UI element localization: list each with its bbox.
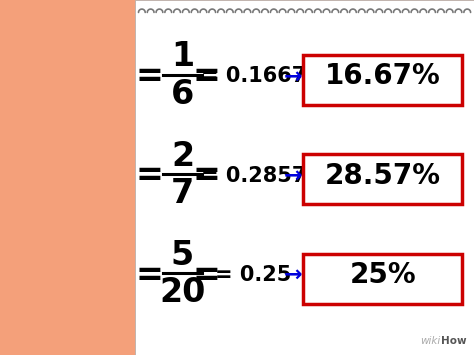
Text: 28.57%: 28.57% — [325, 162, 441, 190]
Text: =: = — [136, 159, 163, 192]
Text: 2: 2 — [171, 140, 194, 173]
Text: =: = — [192, 159, 220, 192]
Text: =: = — [136, 60, 163, 93]
Text: 6: 6 — [171, 78, 194, 110]
Text: →: → — [283, 265, 302, 285]
Text: =: = — [136, 259, 163, 291]
Text: How: How — [441, 336, 467, 346]
FancyBboxPatch shape — [303, 55, 462, 105]
Text: 25%: 25% — [349, 261, 416, 289]
Text: = 0.2857: = 0.2857 — [201, 166, 306, 186]
Text: 7: 7 — [171, 177, 194, 210]
Text: 16.67%: 16.67% — [325, 62, 441, 90]
FancyBboxPatch shape — [303, 254, 462, 304]
Text: =: = — [192, 259, 220, 291]
Text: 20: 20 — [159, 277, 206, 309]
Text: wiki: wiki — [420, 336, 441, 346]
Text: = 0.25: = 0.25 — [215, 265, 292, 285]
Text: =: = — [192, 60, 220, 93]
Text: →: → — [283, 166, 302, 186]
FancyBboxPatch shape — [135, 0, 474, 355]
Text: 5: 5 — [171, 239, 194, 272]
FancyBboxPatch shape — [303, 154, 462, 204]
Text: 1: 1 — [171, 40, 194, 73]
Text: →: → — [283, 66, 302, 86]
Text: = 0.1667: = 0.1667 — [201, 66, 306, 86]
